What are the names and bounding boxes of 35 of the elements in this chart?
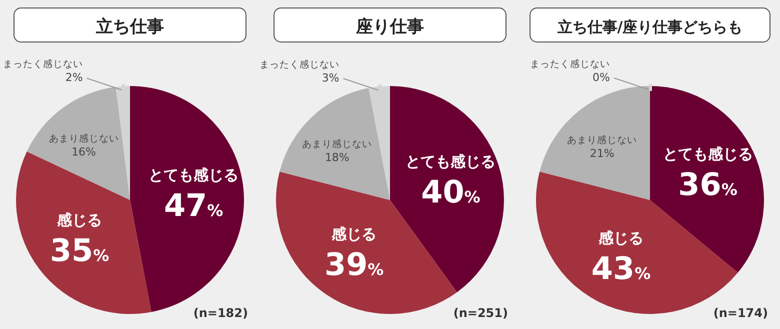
data-label: 18% bbox=[324, 151, 350, 164]
text: (n=251) bbox=[453, 306, 508, 320]
text: 0% bbox=[592, 71, 610, 84]
data-label: 2% bbox=[65, 71, 83, 84]
slice-label: 感じる bbox=[598, 228, 644, 247]
data-label: 47% bbox=[164, 188, 224, 224]
text: (n=182) bbox=[193, 306, 248, 320]
slice-label: まったく感じない bbox=[2, 58, 83, 70]
slice-label: あまり感じない bbox=[48, 132, 119, 145]
slice-label: とても感じる bbox=[148, 166, 239, 184]
data-label: 16% bbox=[72, 146, 96, 159]
data-label: 36% bbox=[678, 166, 738, 203]
slice-label: まったく感じない bbox=[259, 58, 340, 71]
data-label: 35% bbox=[50, 233, 110, 270]
data-label: 3% bbox=[322, 72, 340, 85]
data-label: 40% bbox=[421, 174, 480, 210]
chart-title: 座り仕事 bbox=[355, 17, 424, 37]
slice-label: とても感じる bbox=[406, 152, 496, 170]
data-label: 43% bbox=[591, 250, 651, 287]
slice-label: とても感じる bbox=[662, 144, 753, 163]
chart-title: 立ち仕事 bbox=[95, 17, 164, 37]
pie-slice bbox=[280, 88, 390, 200]
text: (n=174) bbox=[713, 306, 768, 320]
data-label: 21% bbox=[590, 146, 614, 160]
chart-title: 立ち仕事/座り仕事どちらも bbox=[556, 18, 743, 36]
pie-slice bbox=[390, 86, 504, 292]
slice-label: あまり感じない bbox=[302, 138, 372, 150]
category-label: まったく感じない bbox=[530, 59, 610, 70]
slice-label: あまり感じない bbox=[567, 134, 638, 146]
pie-slice bbox=[26, 86, 130, 200]
pie-slice bbox=[650, 86, 764, 273]
slice-label: 感じる bbox=[56, 211, 102, 230]
data-label: 39% bbox=[324, 246, 384, 283]
pie-slice bbox=[540, 86, 650, 200]
slice-label: 感じる bbox=[330, 224, 377, 243]
